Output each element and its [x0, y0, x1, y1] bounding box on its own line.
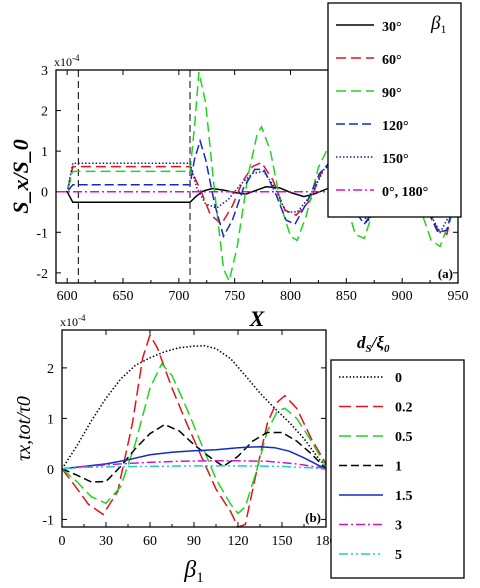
y-tick-label-a: -1: [36, 226, 48, 241]
series-line-b-6: [61, 465, 327, 470]
legend-label-b-6: 5: [395, 548, 402, 563]
x-tick-label-b: 150: [272, 534, 293, 549]
y-tick-label-a: 0: [41, 186, 48, 201]
series-line-b-5: [61, 460, 327, 470]
x-tick-label-a: 800: [280, 289, 301, 304]
x-tick-label-b: 60: [143, 534, 157, 549]
legend-label-a-1: 60°: [382, 53, 402, 68]
y-multiplier-b: x10-4: [60, 313, 86, 329]
y-tick-label-a: -2: [36, 267, 48, 282]
legend-label-a-5: 0°, 180°: [382, 185, 428, 200]
legend-label-a-2: 90°: [382, 86, 402, 101]
x-tick-label-a: 600: [57, 289, 78, 304]
panel-a: 600 650 700 750 800 850 900 950 -2 -1 0 1 2 3 x10-4 S_x…: [8, 2, 469, 331]
panel-b: 0 30 60 90 120 150 180-1012x10-4τx,tot/τ0β1(b)…: [13, 313, 465, 586]
series-line-a-3: [56, 138, 459, 239]
y-tick-label-a: 2: [41, 105, 48, 120]
legend-label-a-4: 150°: [382, 152, 409, 167]
series-line-b-1: [61, 333, 327, 528]
y-tick-label-b: 1: [47, 412, 54, 427]
x-tick-label-a: 700: [168, 289, 189, 304]
legend-title-b: dS/ξ0: [357, 333, 390, 355]
legend-label-b-5: 3: [395, 519, 402, 534]
x-tick-label-b: 90: [187, 534, 201, 549]
plot-frame-b: [61, 329, 327, 528]
y-tick-label-b: 0: [47, 463, 54, 478]
y-axis-label-b: τx,tot/τ0: [13, 396, 35, 461]
y-tick-label-b: -1: [42, 513, 54, 528]
x-axis-label-b: β1: [183, 557, 203, 586]
x-tick-label-a: 950: [448, 289, 469, 304]
y-axis-label-a: S_x/S_0: [8, 139, 33, 214]
y-tick-label-b: 2: [47, 362, 54, 377]
legend-label-a-3: 120°: [382, 119, 409, 134]
x-axis-label-a: X: [249, 306, 266, 331]
series-line-b-2: [61, 362, 327, 515]
panel-label-b: (b): [305, 510, 321, 525]
legend-label-b-1: 0.2: [395, 401, 413, 416]
series-line-b-3: [61, 423, 327, 483]
x-tick-label-b: 120: [228, 534, 249, 549]
x-tick-label-a: 850: [336, 289, 357, 304]
y-tick-label-a: 1: [41, 145, 48, 160]
y-tick-label-a: 3: [41, 64, 48, 79]
legend-label-a-0: 30°: [382, 20, 402, 35]
y-multiplier-a: x10-4: [54, 53, 80, 69]
series-line-a-1: [56, 147, 459, 236]
legend-box-b: [330, 359, 465, 579]
x-tick-label-a: 900: [392, 289, 413, 304]
legend-label-b-0: 0: [395, 371, 402, 386]
x-tick-label-a: 650: [113, 289, 134, 304]
legend-label-b-4: 1.5: [395, 489, 413, 504]
legend-label-b-3: 1: [395, 460, 402, 475]
series-line-b-4: [61, 445, 327, 470]
x-tick-label-b: 30: [99, 534, 113, 549]
legend-label-b-2: 0.5: [395, 430, 413, 445]
legend-box-a: [327, 2, 462, 218]
x-tick-label-a: 750: [224, 289, 245, 304]
x-tick-label-b: 0: [59, 534, 66, 549]
panel-label-a: (a): [438, 266, 453, 281]
